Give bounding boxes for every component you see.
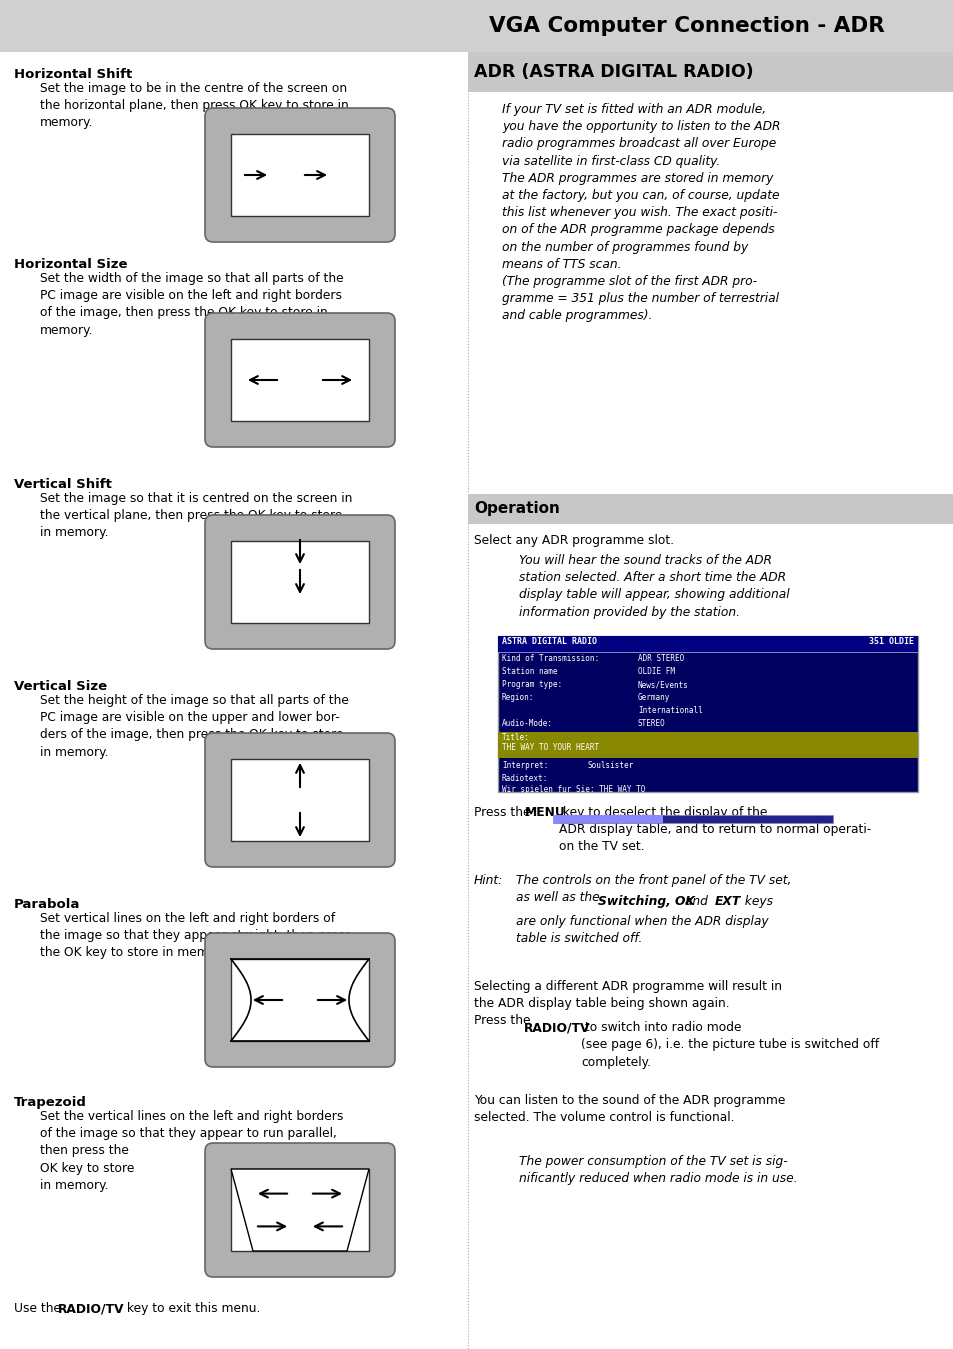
Text: Program type:: Program type: [501, 680, 561, 689]
Text: The controls on the front panel of the TV set,
as well as the: The controls on the front panel of the T… [516, 874, 791, 904]
Text: Parabola: Parabola [14, 898, 80, 911]
Text: Germany: Germany [638, 693, 670, 701]
Text: Radiotext:: Radiotext: [501, 774, 548, 782]
Text: OLDIE FM: OLDIE FM [638, 666, 675, 676]
Text: YOUR HEART: YOUR HEART [501, 799, 548, 807]
Text: and: and [680, 894, 711, 908]
Text: Interpret:: Interpret: [501, 761, 548, 770]
FancyBboxPatch shape [205, 515, 395, 649]
Text: RADIO/TV: RADIO/TV [523, 1021, 590, 1035]
Bar [231, 959, 369, 1041]
Text: You will hear the sound tracks of the ADR
station selected. After a short time t: You will hear the sound tracks of the AD… [518, 554, 789, 619]
Text: You can listen to the sound of the ADR programme
selected. The volume control is: You can listen to the sound of the ADR p… [474, 1094, 784, 1124]
Text: ADR STEREO: ADR STEREO [638, 654, 683, 662]
Text: Use the: Use the [14, 1302, 65, 1315]
Text: 351 OLDIE: 351 OLDIE [868, 637, 913, 646]
Text: STEREO: STEREO [638, 719, 665, 728]
FancyBboxPatch shape [205, 934, 395, 1067]
FancyBboxPatch shape [205, 1143, 395, 1278]
FancyBboxPatch shape [205, 108, 395, 241]
Bar [231, 339, 369, 421]
Bar [231, 134, 369, 216]
FancyBboxPatch shape [205, 313, 395, 447]
Text: Title:: Title: [501, 733, 529, 742]
Polygon shape [231, 1170, 369, 1251]
Text: keys: keys [737, 894, 772, 908]
Text: Audio-Mode:: Audio-Mode: [501, 719, 553, 728]
Text: to switch into radio mode
(see page 6), i.e. the picture tube is switched off
co: to switch into radio mode (see page 6), … [580, 1021, 879, 1068]
Text: Region:: Region: [501, 693, 534, 701]
Text: Hint:: Hint: [474, 874, 503, 888]
Text: Vertical Size: Vertical Size [14, 680, 107, 693]
Bar [497, 635, 917, 792]
Text: Kind of Transmission:: Kind of Transmission: [501, 654, 598, 662]
Bar [231, 1170, 369, 1251]
Text: News/Events: News/Events [638, 680, 688, 689]
Bar [497, 733, 917, 758]
Text: EXT: EXT [714, 894, 740, 908]
Text: RADIO/TV: RADIO/TV [58, 1302, 125, 1315]
Text: VGA Computer Connection - ADR: VGA Computer Connection - ADR [489, 16, 883, 36]
Text: ASTRA DIGITAL RADIO: ASTRA DIGITAL RADIO [501, 637, 597, 646]
Bar [231, 541, 369, 623]
Text: If your TV set is fitted with an ADR module,
you have the opportunity to listen : If your TV set is fitted with an ADR mod… [501, 103, 780, 322]
Bar [468, 494, 953, 523]
FancyBboxPatch shape [205, 733, 395, 867]
Text: Set vertical lines on the left and right borders of
the image so that they appea: Set vertical lines on the left and right… [40, 912, 351, 959]
Text: Set the vertical lines on the left and right borders
of the image so that they a: Set the vertical lines on the left and r… [40, 1110, 343, 1191]
Bar [468, 53, 953, 92]
Text: The power consumption of the TV set is sig-
nificantly reduced when radio mode i: The power consumption of the TV set is s… [518, 1155, 797, 1186]
Text: Station name: Station name [501, 666, 557, 676]
Text: Set the width of the image so that all parts of the
PC image are visible on the : Set the width of the image so that all p… [40, 272, 343, 337]
Text: Operation: Operation [474, 502, 559, 517]
Text: Vertical Shift: Vertical Shift [14, 478, 112, 491]
Text: Switching, OK: Switching, OK [598, 894, 694, 908]
Text: Set the image so that it is centred on the screen in
the vertical plane, then pr: Set the image so that it is centred on t… [40, 492, 352, 540]
Text: Set the image to be in the centre of the screen on
the horizontal plane, then pr: Set the image to be in the centre of the… [40, 82, 349, 130]
Text: key to deselect the display of the
ADR display table, and to return to normal op: key to deselect the display of the ADR d… [558, 805, 870, 854]
Text: Horizontal Size: Horizontal Size [14, 258, 128, 271]
Text: ADR (ASTRA DIGITAL RADIO): ADR (ASTRA DIGITAL RADIO) [474, 63, 753, 81]
Text: Press the: Press the [474, 805, 534, 819]
Text: key to exit this menu.: key to exit this menu. [123, 1302, 260, 1315]
Bar [553, 815, 662, 823]
Bar [497, 635, 917, 652]
Text: Select any ADR programme slot.: Select any ADR programme slot. [474, 534, 674, 546]
Text: Wir spielen fur Sie: THE WAY TO: Wir spielen fur Sie: THE WAY TO [501, 785, 644, 795]
Text: Soulsister: Soulsister [587, 761, 634, 770]
Text: THE WAY TO YOUR HEART: THE WAY TO YOUR HEART [501, 743, 598, 751]
Text: Trapezoid: Trapezoid [14, 1095, 87, 1109]
Text: Horizontal Shift: Horizontal Shift [14, 67, 132, 81]
Bar [231, 759, 369, 840]
Bar [553, 815, 832, 823]
Text: are only functional when the ADR display
table is switched off.: are only functional when the ADR display… [516, 915, 768, 946]
Text: MENU: MENU [524, 805, 565, 819]
Text: Internationall: Internationall [638, 706, 702, 715]
Bar [0, 0, 953, 53]
Text: Set the height of the image so that all parts of the
PC image are visible on the: Set the height of the image so that all … [40, 693, 349, 758]
Text: Selecting a different ADR programme will result in
the ADR display table being s: Selecting a different ADR programme will… [474, 979, 781, 1028]
